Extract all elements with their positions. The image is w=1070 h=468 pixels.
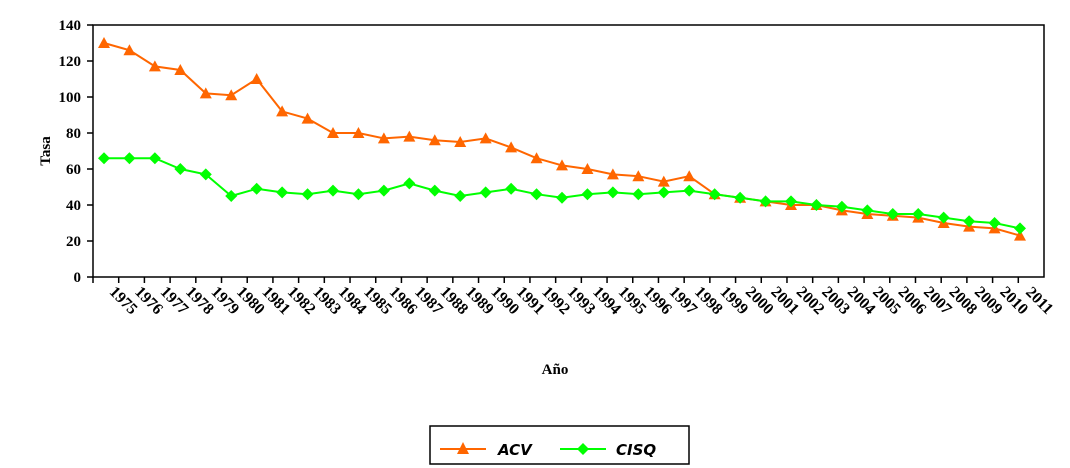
data-point-acv xyxy=(556,159,568,171)
data-point-cisq xyxy=(301,188,314,201)
data-point-cisq xyxy=(937,211,950,224)
x-axis: 1975197619771978197919801981198219831984… xyxy=(92,277,1056,318)
data-point-acv xyxy=(479,132,492,144)
y-tick-label: 0 xyxy=(74,270,82,286)
data-point-cisq xyxy=(250,182,263,195)
data-point-cisq xyxy=(199,168,212,181)
data-point-acv xyxy=(683,170,696,182)
data-point-cisq xyxy=(225,190,238,202)
data-point-acv xyxy=(377,132,390,144)
data-point-cisq xyxy=(1014,222,1026,235)
data-point-cisq xyxy=(581,188,594,201)
data-point-acv xyxy=(428,134,441,146)
y-tick-label: 140 xyxy=(59,18,82,34)
y-axis-title: Tasa xyxy=(38,136,54,166)
data-point-cisq xyxy=(479,186,492,199)
data-point-cisq xyxy=(556,191,568,204)
legend-label-acv: ACV xyxy=(497,441,533,459)
y-tick-label: 60 xyxy=(66,162,81,178)
data-point-cisq xyxy=(377,184,390,197)
y-tick-label: 40 xyxy=(66,198,81,214)
data-point-cisq xyxy=(785,195,797,208)
data-point-acv xyxy=(657,175,670,187)
data-point-acv xyxy=(505,141,518,153)
data-point-acv xyxy=(327,127,339,138)
data-point-cisq xyxy=(683,184,696,197)
data-point-acv xyxy=(301,112,314,124)
data-point-cisq xyxy=(403,177,416,190)
data-point-acv xyxy=(1014,229,1026,241)
plot-area xyxy=(92,24,1045,278)
data-point-cisq xyxy=(657,186,670,199)
data-point-acv xyxy=(98,37,110,48)
x-tick-label: 2011 xyxy=(1022,284,1056,318)
data-point-cisq xyxy=(454,190,467,202)
data-point-cisq xyxy=(505,182,518,195)
series-layer xyxy=(98,37,1026,241)
data-point-acv xyxy=(199,87,212,99)
data-point-cisq xyxy=(861,204,874,217)
data-point-cisq xyxy=(174,163,187,175)
data-point-acv xyxy=(225,89,238,101)
legend-marker-cisq xyxy=(577,443,589,455)
data-point-acv xyxy=(632,170,645,182)
data-point-cisq xyxy=(810,199,823,211)
data-point-cisq xyxy=(734,191,747,204)
data-point-acv xyxy=(581,163,594,174)
data-point-cisq xyxy=(708,188,721,201)
data-point-cisq xyxy=(606,186,619,199)
data-point-acv xyxy=(174,64,187,75)
data-point-cisq xyxy=(123,152,136,165)
data-point-cisq xyxy=(759,195,772,208)
data-point-cisq xyxy=(835,200,848,213)
data-point-cisq xyxy=(632,188,645,201)
y-tick-label: 120 xyxy=(59,54,82,70)
legend: ACV CISQ xyxy=(429,425,690,465)
data-point-cisq xyxy=(530,188,543,201)
legend-marker-acv xyxy=(457,442,469,454)
data-point-cisq xyxy=(148,152,161,165)
data-point-acv xyxy=(123,44,136,56)
data-point-cisq xyxy=(963,215,976,228)
data-point-cisq xyxy=(276,186,289,199)
y-axis: 0 20 40 60 80 100 120 140 xyxy=(59,18,93,286)
data-point-acv xyxy=(250,73,263,84)
data-point-acv xyxy=(403,130,416,142)
legend-label-cisq: CISQ xyxy=(616,441,656,459)
data-point-acv xyxy=(530,152,543,164)
data-point-cisq xyxy=(886,208,899,220)
data-point-cisq xyxy=(98,152,110,165)
legend-box xyxy=(429,425,690,465)
data-point-cisq xyxy=(352,188,365,201)
data-point-acv xyxy=(606,168,619,180)
data-point-cisq xyxy=(428,184,441,197)
y-tick-label: 100 xyxy=(59,90,82,106)
data-point-acv xyxy=(148,60,161,72)
data-point-acv xyxy=(454,136,467,147)
y-tick-label: 80 xyxy=(66,126,81,142)
data-point-cisq xyxy=(327,184,339,197)
data-point-cisq xyxy=(988,217,1001,229)
y-tick-label: 20 xyxy=(66,234,81,250)
x-axis-title: Año xyxy=(542,362,569,378)
data-point-cisq xyxy=(912,208,925,220)
data-point-acv xyxy=(276,105,289,117)
data-point-acv xyxy=(352,127,365,138)
x-tick-label: 1975 xyxy=(106,283,141,318)
